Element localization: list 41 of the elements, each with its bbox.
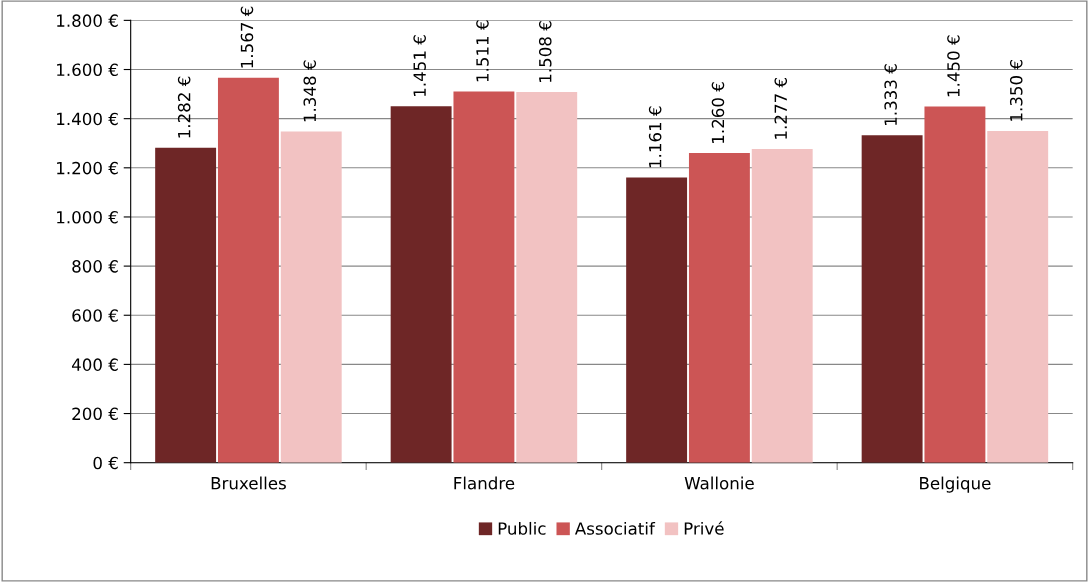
y-tick-label: 0 € — [93, 456, 118, 470]
bar — [390, 106, 452, 463]
bar — [280, 131, 342, 463]
y-tick-label: 1.400 € — [57, 112, 118, 126]
bar — [155, 147, 217, 463]
data-label: 1.567 € — [240, 6, 254, 68]
legend-label: Privé — [684, 521, 724, 535]
data-label: 1.277 € — [774, 78, 788, 139]
x-tick-label: Bruxelles — [211, 476, 286, 490]
y-tick-label: 1.800 € — [57, 14, 118, 27]
y-tick-label: 1.600 € — [57, 63, 118, 77]
y-tick-label: 600 € — [72, 309, 118, 322]
y-tick-label: 400 € — [71, 358, 118, 371]
data-label: 1.333 € — [884, 64, 897, 125]
bar — [626, 177, 688, 463]
x-tick-label: Flandre — [454, 476, 515, 490]
legend-label: Associatif — [574, 521, 656, 535]
bar — [217, 77, 279, 463]
x-tick-label: Belgique — [920, 476, 991, 493]
data-label: 1.511 € — [476, 20, 489, 82]
data-label: 1.282 € — [177, 76, 191, 138]
data-label: 1.451 € — [413, 35, 426, 96]
bar — [751, 148, 813, 463]
y-tick-label: 800 € — [72, 260, 118, 273]
bar — [453, 91, 515, 463]
y-tick-label: 200 € — [72, 407, 118, 421]
bar — [861, 135, 923, 463]
data-label: 1.348 € — [303, 60, 317, 122]
bar — [516, 92, 578, 463]
x-tick-label: Wallonie — [684, 476, 754, 490]
bar — [924, 106, 986, 463]
data-label: 1.260 € — [711, 82, 725, 143]
data-label: 1.508 € — [538, 21, 552, 82]
bar — [688, 153, 750, 463]
y-tick-label: 1.200 € — [57, 161, 118, 175]
data-label: 1.161 € — [648, 106, 662, 168]
bar — [987, 130, 1049, 463]
data-label: 1.350 € — [1009, 60, 1023, 121]
data-label: 1.450 € — [947, 35, 960, 97]
legend-label: Public — [498, 521, 546, 535]
y-tick-label: 1.000 € — [57, 210, 118, 224]
